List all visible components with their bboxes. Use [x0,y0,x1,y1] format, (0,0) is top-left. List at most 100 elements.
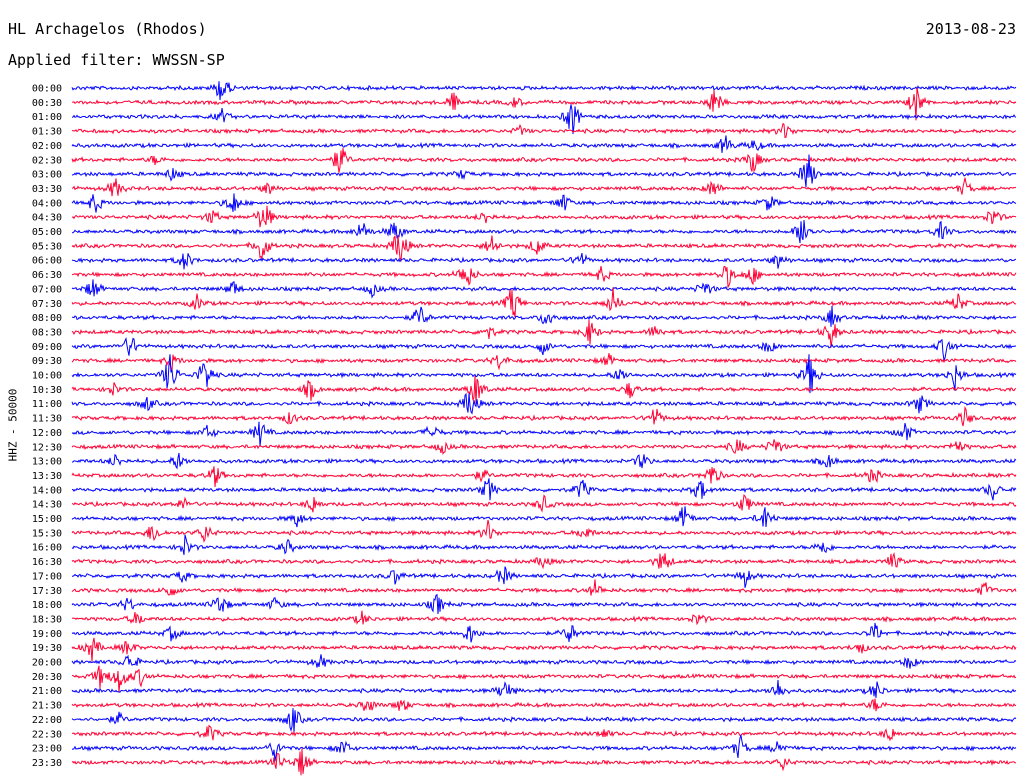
time-tick-label: 23:30 [32,758,62,769]
trace-row [71,466,1017,488]
time-tick-label: 15:30 [32,528,62,539]
trace-row [71,439,1017,455]
trace-row [71,708,1017,734]
trace-row [71,319,1017,348]
time-tick-label: 04:00 [32,198,62,209]
trace-row [71,593,1017,615]
trace-row [71,392,1017,415]
trace-row [72,220,1017,244]
trace-row [71,622,1017,643]
trace-row [71,193,1017,213]
time-tick-label: 06:00 [32,256,62,267]
trace-row [71,665,1017,693]
trace-row [71,279,1017,299]
time-tick-label: 11:30 [32,414,62,425]
time-tick-label: 04:30 [32,213,62,224]
time-tick-label: 05:00 [32,227,62,238]
trace-row [71,337,1017,362]
trace-row [71,654,1017,669]
trace-row [71,478,1017,501]
time-tick-label: 19:30 [32,643,62,654]
time-tick-label: 10:00 [32,371,62,382]
trace-row [71,234,1017,263]
time-tick-label: 08:30 [32,327,62,338]
time-tick-label: 12:30 [32,442,62,453]
time-tick-label: 20:00 [32,658,62,669]
trace-row [71,104,1017,135]
trace-row [71,748,1017,776]
seismogram-traces [71,81,1017,776]
time-tick-label: 00:00 [32,84,62,95]
trace-row [71,724,1017,742]
time-tick-label: 02:00 [32,141,62,152]
trace-row [71,534,1017,555]
trace-row [71,353,1017,372]
time-tick-label: 02:30 [32,155,62,166]
time-tick-label: 16:30 [32,557,62,568]
time-tick-label: 03:00 [32,170,62,181]
trace-row [71,519,1017,543]
trace-row [71,354,1017,394]
time-tick-label: 03:30 [32,184,62,195]
trace-row [71,287,1017,318]
time-tick-label: 12:00 [32,428,62,439]
trace-row [71,506,1017,528]
trace-row [71,551,1017,570]
time-tick-label: 22:00 [32,715,62,726]
trace-row [71,610,1017,626]
time-tick-label: 07:30 [32,299,62,310]
time-tick-label: 05:30 [32,241,62,252]
trace-row [71,147,1017,173]
time-tick-label: 14:00 [32,485,62,496]
time-tick-label: 16:00 [32,543,62,554]
time-tick-label: 18:30 [32,614,62,625]
time-tick-label: 18:00 [32,600,62,611]
time-tick-label: 20:30 [32,672,62,683]
trace-row [71,122,1017,139]
time-tick-label: 21:30 [32,701,62,712]
trace-row [71,177,1017,197]
trace-row [71,579,1017,596]
station-title: HL Archagelos (Rhodos) [8,20,207,38]
trace-row [71,265,1017,289]
filter-label: Applied filter: WWSSN-SP [8,51,225,69]
time-tick-label: 17:00 [32,571,62,582]
time-tick-label: 01:00 [32,112,62,123]
time-tick-label: 08:00 [32,313,62,324]
trace-row [71,733,1017,762]
trace-row [71,421,1017,447]
trace-row [71,375,1017,405]
time-tick-label: 17:30 [32,586,62,597]
trace-row [71,135,1017,153]
trace-row [71,81,1017,101]
time-tick-labels: 00:00 00:30 01:00 01:30 02:00 02:30 03:00 03:30… [32,84,62,769]
record-date: 2013-08-23 [925,20,1016,38]
time-tick-label: 09:00 [32,342,62,353]
time-tick-label: 15:00 [32,514,62,525]
trace-row [71,493,1017,513]
time-tick-label: 07:00 [32,284,62,295]
trace-row [71,252,1017,270]
time-tick-label: 19:00 [32,629,62,640]
time-tick-label: 10:30 [32,385,62,396]
time-tick-label: 09:30 [32,356,62,367]
trace-row [71,698,1017,712]
time-tick-label: 01:30 [32,127,62,138]
trace-row [71,637,1017,662]
time-tick-label: 06:30 [32,270,62,281]
trace-row [71,205,1017,228]
trace-row [71,452,1017,470]
trace-row [71,679,1017,698]
time-tick-label: 22:30 [32,729,62,740]
time-tick-label: 00:30 [32,98,62,109]
trace-row [71,154,1017,188]
time-tick-label: 13:00 [32,457,62,468]
trace-row [71,305,1017,327]
trace-row [71,87,1017,121]
time-tick-label: 14:30 [32,500,62,511]
time-tick-label: 23:00 [32,744,62,755]
time-tick-label: 13:30 [32,471,62,482]
time-tick-label: 11:00 [32,399,62,410]
trace-row [71,405,1017,427]
